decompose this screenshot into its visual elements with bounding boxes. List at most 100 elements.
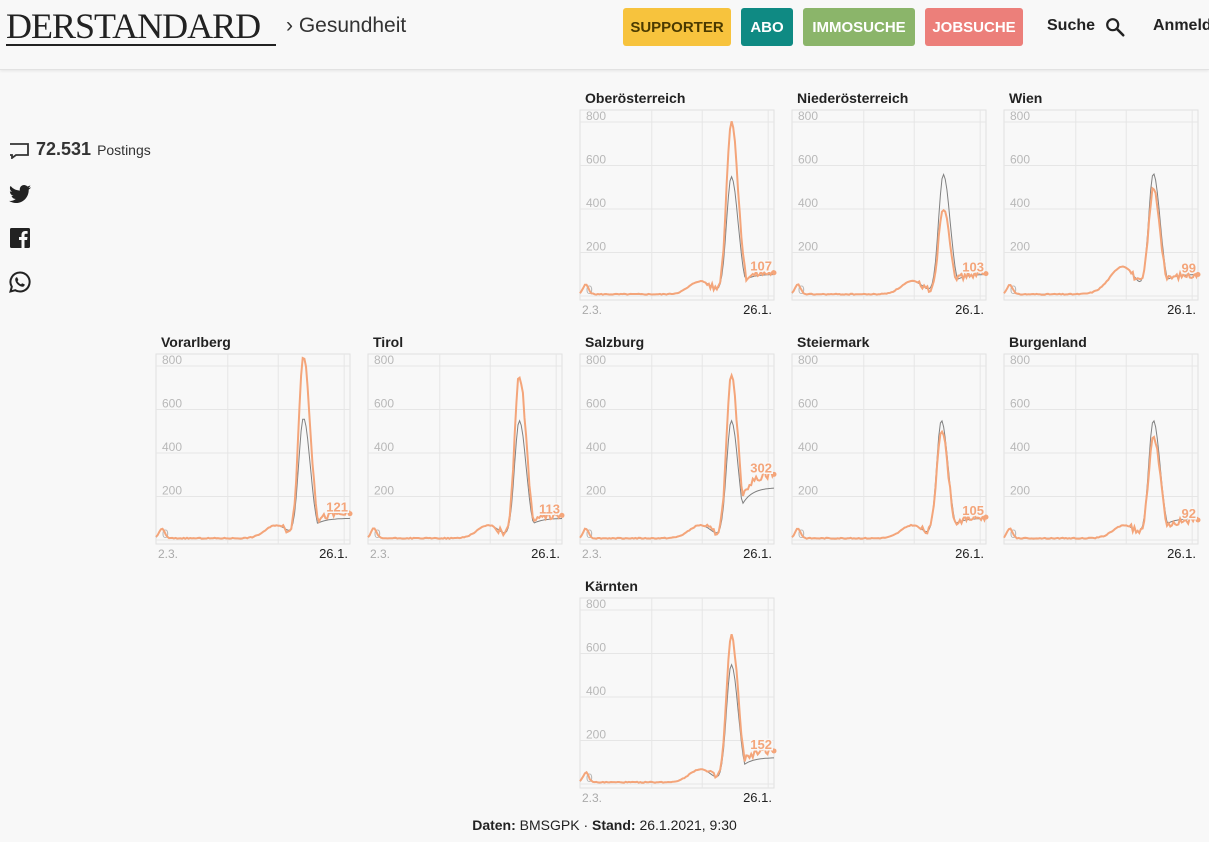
y-tick-label: 800 xyxy=(162,353,182,367)
whatsapp-icon[interactable] xyxy=(8,270,32,294)
chart-title: Kärnten xyxy=(585,578,638,594)
chart-panel-wien: Wien 0 200 400 600 800 99 26.1. xyxy=(1003,90,1201,320)
end-value-dot xyxy=(983,271,989,277)
x-end-label: 26.1. xyxy=(531,546,560,561)
chart-title: Vorarlberg xyxy=(161,334,231,350)
chart-frame xyxy=(791,109,987,301)
region-series-line xyxy=(579,372,775,540)
x-end-label: 26.1. xyxy=(955,546,984,561)
chart-title: Steiermark xyxy=(797,334,870,350)
y-tick-label: 200 xyxy=(798,484,818,498)
jobsuche-button[interactable]: JOBSUCHE xyxy=(925,8,1023,46)
chart-panel-burgenland: Burgenland 0 200 400 600 800 92 26.1. xyxy=(1003,334,1201,564)
chart-title: Burgenland xyxy=(1009,334,1087,350)
y-tick-label: 600 xyxy=(586,641,606,655)
chart-panel-tirol: Tirol 0 200 400 600 800 113 2.3. 26.1. xyxy=(367,334,565,564)
chart-frame xyxy=(579,109,775,301)
y-tick-label: 800 xyxy=(1010,109,1030,123)
end-value-dot xyxy=(771,471,777,477)
end-value-dot xyxy=(983,514,989,520)
supporter-button[interactable]: SUPPORTER xyxy=(623,8,731,46)
x-end-label: 26.1. xyxy=(743,790,772,805)
y-tick-label: 800 xyxy=(586,109,606,123)
y-tick-label: 400 xyxy=(798,440,818,454)
y-tick-label: 600 xyxy=(374,397,394,411)
x-start-label: 2.3. xyxy=(582,791,602,805)
last-value-label: 105 xyxy=(962,503,984,518)
y-tick-label: 600 xyxy=(586,397,606,411)
site-header: DERSTANDARD › Gesundheit SUPPORTER ABO I… xyxy=(0,0,1209,70)
last-value-label: 302 xyxy=(750,460,772,475)
chart-title: Salzburg xyxy=(585,334,645,350)
end-value-dot xyxy=(771,270,777,276)
y-tick-label: 600 xyxy=(798,153,818,167)
postings-link[interactable]: 72.531 Postings xyxy=(8,139,151,160)
source-note: Daten: BMSGPK · Stand: 26.1.2021, 9:30 xyxy=(0,817,1209,833)
y-tick-label: 600 xyxy=(1010,153,1030,167)
y-tick-label: 800 xyxy=(586,353,606,367)
x-start-label: 2.3. xyxy=(582,547,602,561)
end-value-dot xyxy=(1195,271,1201,277)
x-start-label: 2.3. xyxy=(158,547,178,561)
x-end-label: 26.1. xyxy=(1167,302,1196,317)
y-tick-label: 800 xyxy=(1010,353,1030,367)
login-link[interactable]: Anmelden xyxy=(1153,17,1209,34)
search-icon[interactable] xyxy=(1104,16,1126,38)
separator: · xyxy=(583,817,589,833)
last-value-label: 152 xyxy=(750,737,772,752)
end-value-dot xyxy=(1195,517,1201,523)
y-tick-label: 400 xyxy=(374,440,394,454)
region-series-line xyxy=(579,121,775,296)
y-tick-label: 200 xyxy=(586,240,606,254)
breadcrumb[interactable]: › Gesundheit xyxy=(286,14,407,37)
postings-count: 72.531 xyxy=(36,139,92,159)
logo-underline xyxy=(6,44,276,46)
twitter-icon[interactable] xyxy=(8,182,32,206)
source-label: Daten: xyxy=(472,817,516,833)
chart-frame xyxy=(1003,353,1199,545)
chart-title: Oberösterreich xyxy=(585,90,686,106)
region-series-line xyxy=(579,633,775,784)
abo-button[interactable]: ABO xyxy=(741,8,793,46)
site-logo[interactable]: DERSTANDARD xyxy=(6,6,261,46)
y-tick-label: 600 xyxy=(1010,397,1030,411)
region-series-line xyxy=(367,376,563,540)
x-start-label: 2.3. xyxy=(370,547,390,561)
y-tick-label: 200 xyxy=(798,240,818,254)
chart-panel-vorarlberg: Vorarlberg 0 200 400 600 800 121 2.3. 26.1. xyxy=(155,334,353,564)
chart-panel-niederoesterreich: Niederösterreich 0 200 400 600 800 103 26.1. xyxy=(791,90,989,320)
chart-frame xyxy=(579,597,775,789)
postings-label: Postings xyxy=(97,141,151,158)
source-value: BMSGPK xyxy=(519,817,580,833)
x-end-label: 26.1. xyxy=(319,546,348,561)
x-end-label: 26.1. xyxy=(743,546,772,561)
y-tick-label: 400 xyxy=(1010,440,1030,454)
x-end-label: 26.1. xyxy=(955,302,984,317)
y-tick-label: 800 xyxy=(374,353,394,367)
y-tick-label: 800 xyxy=(586,597,606,611)
last-value-label: 103 xyxy=(962,260,984,275)
date-value: 26.1.2021, 9:30 xyxy=(639,817,737,833)
region-series-line xyxy=(1003,186,1199,296)
chart-panel-oberoesterreich: Oberösterreich 0 200 400 600 800 107 2.3. 26.1. xyxy=(579,90,777,320)
y-tick-label: 600 xyxy=(586,153,606,167)
chart-frame xyxy=(579,353,775,545)
facebook-icon[interactable] xyxy=(8,226,32,250)
y-tick-label: 400 xyxy=(798,196,818,210)
y-tick-label: 800 xyxy=(798,353,818,367)
search-label[interactable]: Suche xyxy=(1047,17,1096,34)
y-tick-label: 400 xyxy=(586,196,606,210)
y-tick-label: 200 xyxy=(162,484,182,498)
region-series-line xyxy=(791,429,987,540)
x-start-label: 2.3. xyxy=(582,303,602,317)
immosuche-button[interactable]: IMMOSUCHE xyxy=(803,8,915,46)
last-value-label: 99 xyxy=(1182,260,1196,275)
end-value-dot xyxy=(771,748,777,754)
comment-icon xyxy=(10,142,29,159)
